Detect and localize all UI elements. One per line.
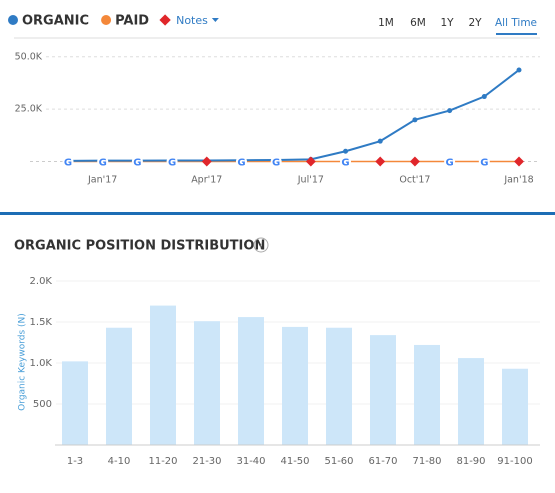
x-tick-label: Jan'17	[87, 175, 117, 186]
google-icon-bg	[97, 156, 109, 167]
bar	[150, 305, 176, 445]
bar	[282, 326, 308, 445]
x-tick-label: Oct'17	[399, 175, 430, 186]
info-icon[interactable]	[253, 237, 269, 253]
google-icon: G	[99, 158, 107, 169]
y-tick-label: 50.0K	[15, 51, 43, 62]
note-icon[interactable]	[375, 156, 386, 167]
data-point	[377, 138, 383, 144]
x-tick-label: 21-30	[192, 456, 221, 467]
y-tick-label: 1.0K	[30, 358, 53, 369]
legend-label[interactable]: ORGANIC	[22, 14, 89, 29]
bar	[414, 344, 440, 445]
x-tick-label: 81-90	[456, 456, 485, 467]
notes-toggle[interactable]: Notes	[176, 14, 208, 27]
x-tick-label: 1-3	[67, 456, 83, 467]
section-divider	[0, 212, 555, 215]
google-icon-bg	[166, 156, 178, 167]
data-point	[516, 67, 522, 73]
y-tick-label: 2.0K	[30, 276, 53, 287]
y-tick-label: 1.5K	[30, 317, 53, 328]
x-tick-label: 51-60	[324, 456, 353, 467]
bar	[458, 358, 484, 445]
bar	[370, 335, 396, 445]
y-axis-title: Organic Keywords (N)	[18, 313, 28, 411]
bar	[238, 317, 264, 445]
google-icon: G	[64, 158, 72, 169]
x-tick-label: 71-80	[412, 456, 441, 467]
bar	[106, 327, 132, 445]
x-tick-label: 4-10	[108, 456, 131, 467]
x-tick-label: 91-100	[497, 456, 532, 467]
note-icon[interactable]	[201, 156, 212, 167]
bar	[194, 321, 220, 445]
google-icon: G	[237, 158, 245, 169]
series-line	[67, 69, 520, 162]
range-button[interactable]: All Time	[495, 17, 537, 29]
google-icon-bg	[270, 156, 282, 167]
google-icon-bg	[340, 156, 352, 167]
range-button[interactable]: 1M	[378, 17, 394, 29]
x-tick-label: 41-50	[280, 456, 309, 467]
x-tick-label: Jul'17	[297, 175, 324, 186]
bar	[502, 368, 528, 445]
note-icon[interactable]	[514, 156, 524, 167]
y-tick-label: 500	[33, 399, 52, 410]
info-glyph: i	[260, 242, 263, 252]
google-icon: G	[168, 158, 176, 169]
x-tick-label: Apr'17	[191, 175, 222, 186]
google-icon-bg	[478, 156, 490, 167]
bar	[62, 361, 88, 445]
google-icon-bg	[62, 156, 74, 167]
google-icon: G	[341, 158, 349, 169]
range-underline	[496, 33, 537, 35]
google-icon: G	[133, 158, 141, 169]
note-icon[interactable]	[305, 156, 316, 167]
x-tick-label: 61-70	[368, 456, 397, 467]
google-icon: G	[480, 158, 488, 169]
y-tick-label: 25.0K	[15, 104, 43, 115]
note-icon[interactable]	[409, 156, 420, 167]
data-point	[481, 94, 487, 100]
data-point	[343, 148, 349, 154]
google-icon-bg	[235, 156, 247, 167]
bar	[326, 327, 352, 445]
x-tick-label: 11-20	[148, 456, 177, 467]
range-button[interactable]: 1Y	[440, 17, 454, 29]
google-icon-bg	[131, 156, 143, 167]
google-icon: G	[446, 158, 454, 169]
x-tick-label: 31-40	[236, 456, 265, 467]
data-point	[412, 117, 418, 123]
section-title: ORGANIC POSITION DISTRIBUTION	[14, 239, 265, 254]
notes-caret	[211, 18, 219, 22]
legend-marker	[8, 15, 18, 25]
legend-label[interactable]: PAID	[115, 14, 149, 29]
legend-marker	[101, 15, 112, 25]
range-button[interactable]: 6M	[410, 17, 426, 29]
range-button[interactable]: 2Y	[468, 17, 482, 29]
google-icon: G	[272, 158, 280, 169]
google-icon-bg	[444, 156, 456, 167]
data-point	[447, 108, 453, 114]
x-tick-label: Jan'18	[503, 175, 533, 186]
